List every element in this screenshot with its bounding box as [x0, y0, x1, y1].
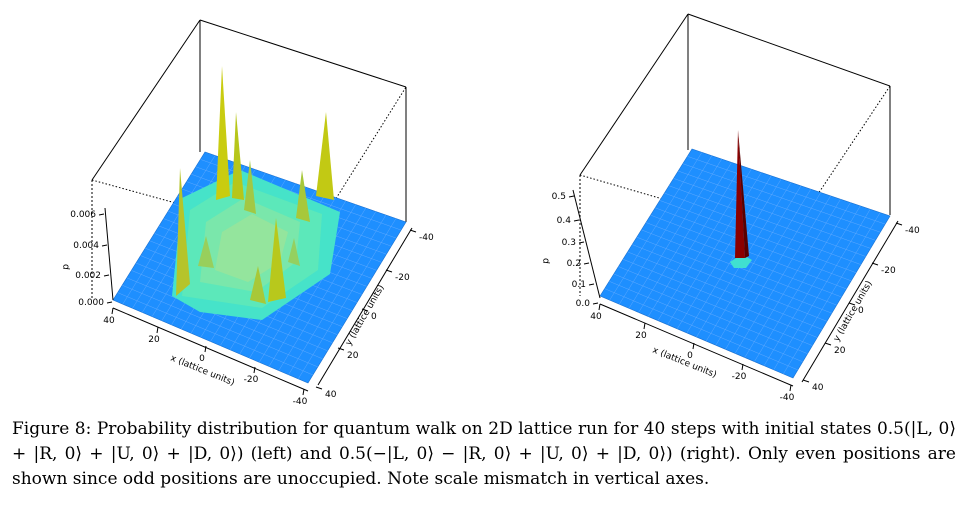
x-tick-label: 0 — [687, 351, 693, 361]
y-tick-label: 40 — [325, 390, 337, 400]
y-tick-label: 0 — [858, 306, 864, 316]
x-tick-label: 20 — [148, 335, 160, 345]
z-tick-label: 0.1 — [572, 280, 586, 290]
y-tick-label: -20 — [881, 266, 896, 276]
left-spike — [198, 236, 214, 268]
left-spike — [232, 112, 244, 200]
y-tick-label: 20 — [834, 346, 846, 356]
left-spike — [316, 112, 334, 200]
x-tick-label: -40 — [780, 393, 795, 403]
x-tick-label: -20 — [244, 375, 259, 385]
z-tick-label: 0.0 — [576, 299, 591, 309]
left-z-axis-label: p — [61, 263, 72, 270]
z-tick-label: 0.4 — [557, 216, 572, 226]
z-tick-label: 0.004 — [73, 241, 99, 251]
y-tick-label: 40 — [812, 383, 824, 393]
left-spike — [244, 160, 256, 214]
right-axis-lines — [572, 189, 899, 387]
z-tick-label: 0.2 — [567, 259, 581, 269]
right-ticks: 0.0 0.1 0.2 0.3 0.4 0.5 40 20 0 -20 -40 -40 -20 0 20 40 — [552, 192, 920, 403]
left-spike — [288, 238, 300, 266]
z-tick-label: 0.002 — [75, 271, 101, 281]
left-spike — [268, 218, 286, 302]
right-z-axis-label: p — [541, 257, 552, 264]
x-tick-label: 0 — [199, 354, 205, 364]
left-distribution-surface — [172, 66, 340, 320]
x-tick-label: 20 — [635, 331, 647, 341]
figure-caption: Figure 8: Probability distribution for q… — [12, 417, 956, 492]
left-spike — [250, 266, 266, 304]
right-surface-plot: 0.0 0.1 0.2 0.3 0.4 0.5 40 20 0 -20 -40 -40 -20 0 20 40… — [541, 13, 920, 403]
y-tick-label: -40 — [419, 233, 434, 243]
left-spike — [176, 168, 190, 296]
left-axis-lines — [104, 207, 413, 392]
x-tick-label: -40 — [293, 397, 308, 405]
z-tick-label: 0.006 — [70, 210, 96, 220]
right-peak — [730, 130, 752, 268]
figure-label: Figure 8: — [12, 419, 92, 439]
x-tick-label: 40 — [103, 316, 115, 326]
y-tick-label: -40 — [905, 226, 920, 236]
right-x-axis-label: x (lattice units) — [651, 346, 718, 381]
z-tick-label: 0.5 — [552, 192, 566, 202]
figure-panels: 0.0000.0020.0040.00640200-20-40-40-20020… — [61, 13, 920, 405]
y-tick-label: 0 — [371, 312, 377, 322]
caption-text: Probability distribution for quantum wal… — [12, 419, 957, 489]
z-tick-label: 0.000 — [78, 298, 104, 308]
left-surface-plot: 0.000 0.002 0.004 0.006 40 20 0 -20 -40 -40 -20 0 20… — [61, 19, 434, 405]
left-spike — [296, 170, 310, 222]
y-tick-label: 20 — [347, 351, 359, 361]
left-ticks: 0.000 0.002 0.004 0.006 40 20 0 -20 -40 -40 -20 0 20… — [70, 210, 434, 405]
z-tick-label: 0.3 — [562, 238, 576, 248]
x-tick-label: 40 — [590, 312, 602, 322]
y-tick-label: -20 — [395, 273, 410, 283]
left-spike — [216, 66, 230, 200]
x-tick-label: -20 — [732, 372, 747, 382]
